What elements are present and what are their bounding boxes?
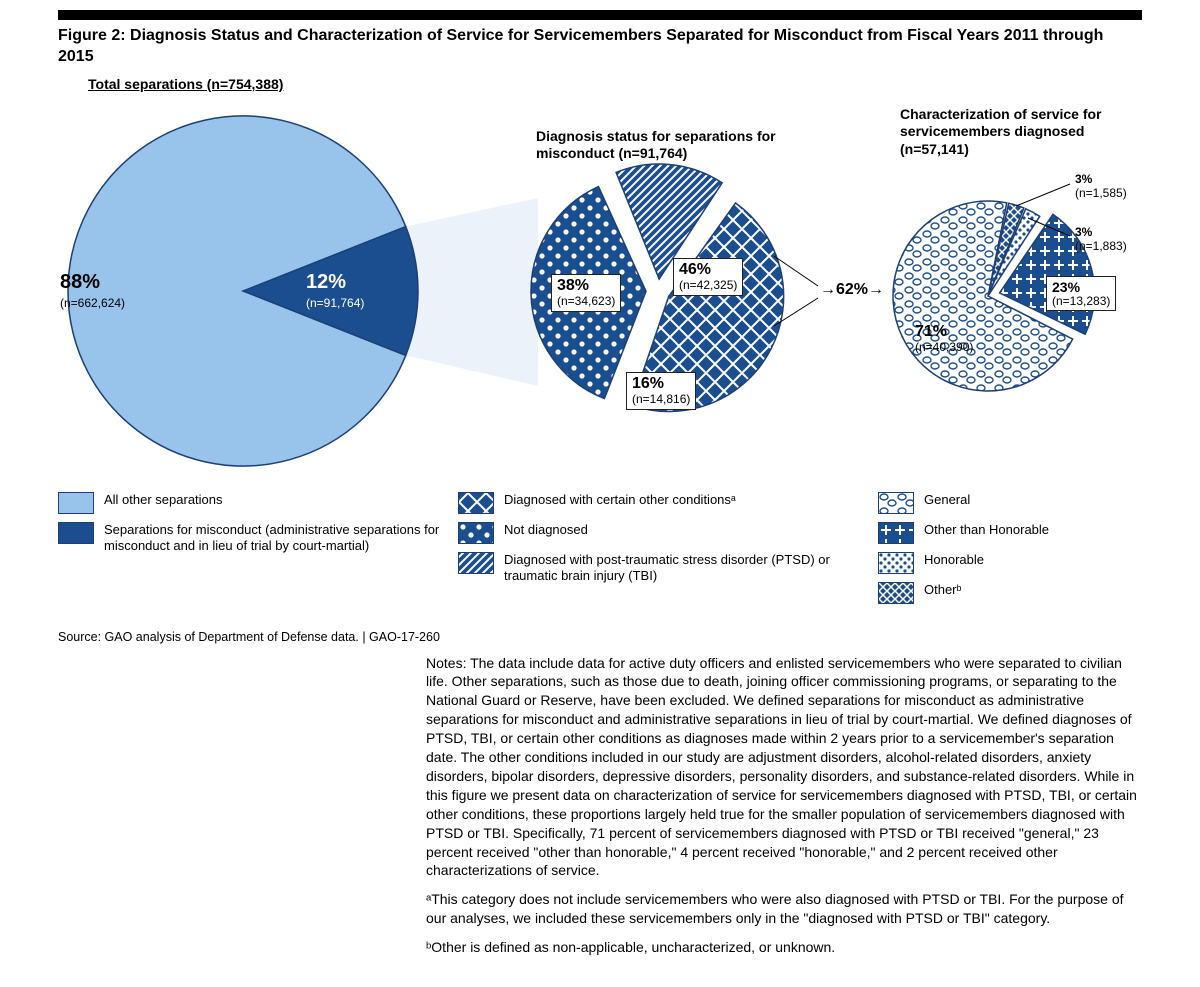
legend-row: General: [878, 492, 1142, 514]
chart2-slice-notdiag-label: 38%(n=34,623): [551, 274, 621, 312]
chart2-title: Diagnosis status for separations for mis…: [536, 128, 796, 163]
legend-row: Otherᵇ: [878, 582, 1142, 604]
legend-swatch-icon: [878, 582, 914, 604]
legend-row: All other separations: [58, 492, 458, 514]
legend-swatch-icon: [458, 552, 494, 574]
charts-panel: Total separations (n=754,388) Diagnosis …: [58, 76, 1142, 486]
flow-62pct: →62%→: [820, 281, 884, 299]
legend-row: Other than Honorable: [878, 522, 1142, 544]
legend-row: Not diagnosed: [458, 522, 878, 544]
legend-label: General: [924, 492, 970, 508]
notes-main: Notes: The data include data for active …: [426, 654, 1142, 881]
chart3-oth-label: 23%(n=13,283): [1046, 276, 1116, 312]
legend-row: Diagnosed with certain other conditionsᵃ: [458, 492, 878, 514]
legend-row: Separations for misconduct (administrati…: [58, 522, 458, 555]
legend-swatch-icon: [878, 492, 914, 514]
legend-row: Diagnosed with post-traumatic stress dis…: [458, 552, 878, 585]
chart2-slice-other-label: 46%(n=42,325): [673, 258, 743, 296]
legend-label: Diagnosed with post-traumatic stress dis…: [504, 552, 878, 585]
legend-swatch-icon: [458, 522, 494, 544]
chart3-hon-label: 3%(n=1,883): [1075, 225, 1127, 253]
legend-label: Otherᵇ: [924, 582, 961, 598]
legend-label: Other than Honorable: [924, 522, 1049, 538]
top-divider-bar: [58, 10, 1142, 20]
notes-a: ᵃThis category does not include servicem…: [426, 890, 1142, 928]
legend-swatch-icon: [458, 492, 494, 514]
figure-title: Figure 2: Diagnosis Status and Character…: [58, 26, 1142, 68]
notes-b: ᵇOther is defined as non-applicable, unc…: [426, 938, 1142, 957]
chart1-slice1-label: 88% (n=662,624): [60, 271, 125, 310]
legend-swatch-icon: [878, 552, 914, 574]
legend-swatch-icon: [58, 522, 94, 544]
legend-section: All other separations Separations for mis…: [58, 492, 1142, 612]
legend-label: All other separations: [104, 492, 223, 508]
chart3-other-label: 3%(n=1,585): [1075, 172, 1127, 200]
legend-label: Separations for misconduct (administrati…: [104, 522, 458, 555]
legend-label: Not diagnosed: [504, 522, 588, 538]
chart1-slice2-label: 12% (n=91,764): [306, 271, 364, 310]
chart2-slice-ptsd-label: 16%(n=14,816): [626, 372, 696, 410]
legend-swatch-icon: [878, 522, 914, 544]
chart3-general-label: 71%(n=40,390): [910, 321, 978, 357]
notes-block: Notes: The data include data for active …: [426, 654, 1142, 957]
legend-row: Honorable: [878, 552, 1142, 574]
legend-label: Diagnosed with certain other conditionsᵃ: [504, 492, 736, 508]
chart1-title: Total separations (n=754,388): [88, 76, 283, 94]
chart3-title: Characterization of service for servicem…: [900, 106, 1120, 159]
legend-label: Honorable: [924, 552, 984, 568]
source-line: Source: GAO analysis of Department of De…: [58, 630, 1142, 644]
legend-swatch-icon: [58, 492, 94, 514]
